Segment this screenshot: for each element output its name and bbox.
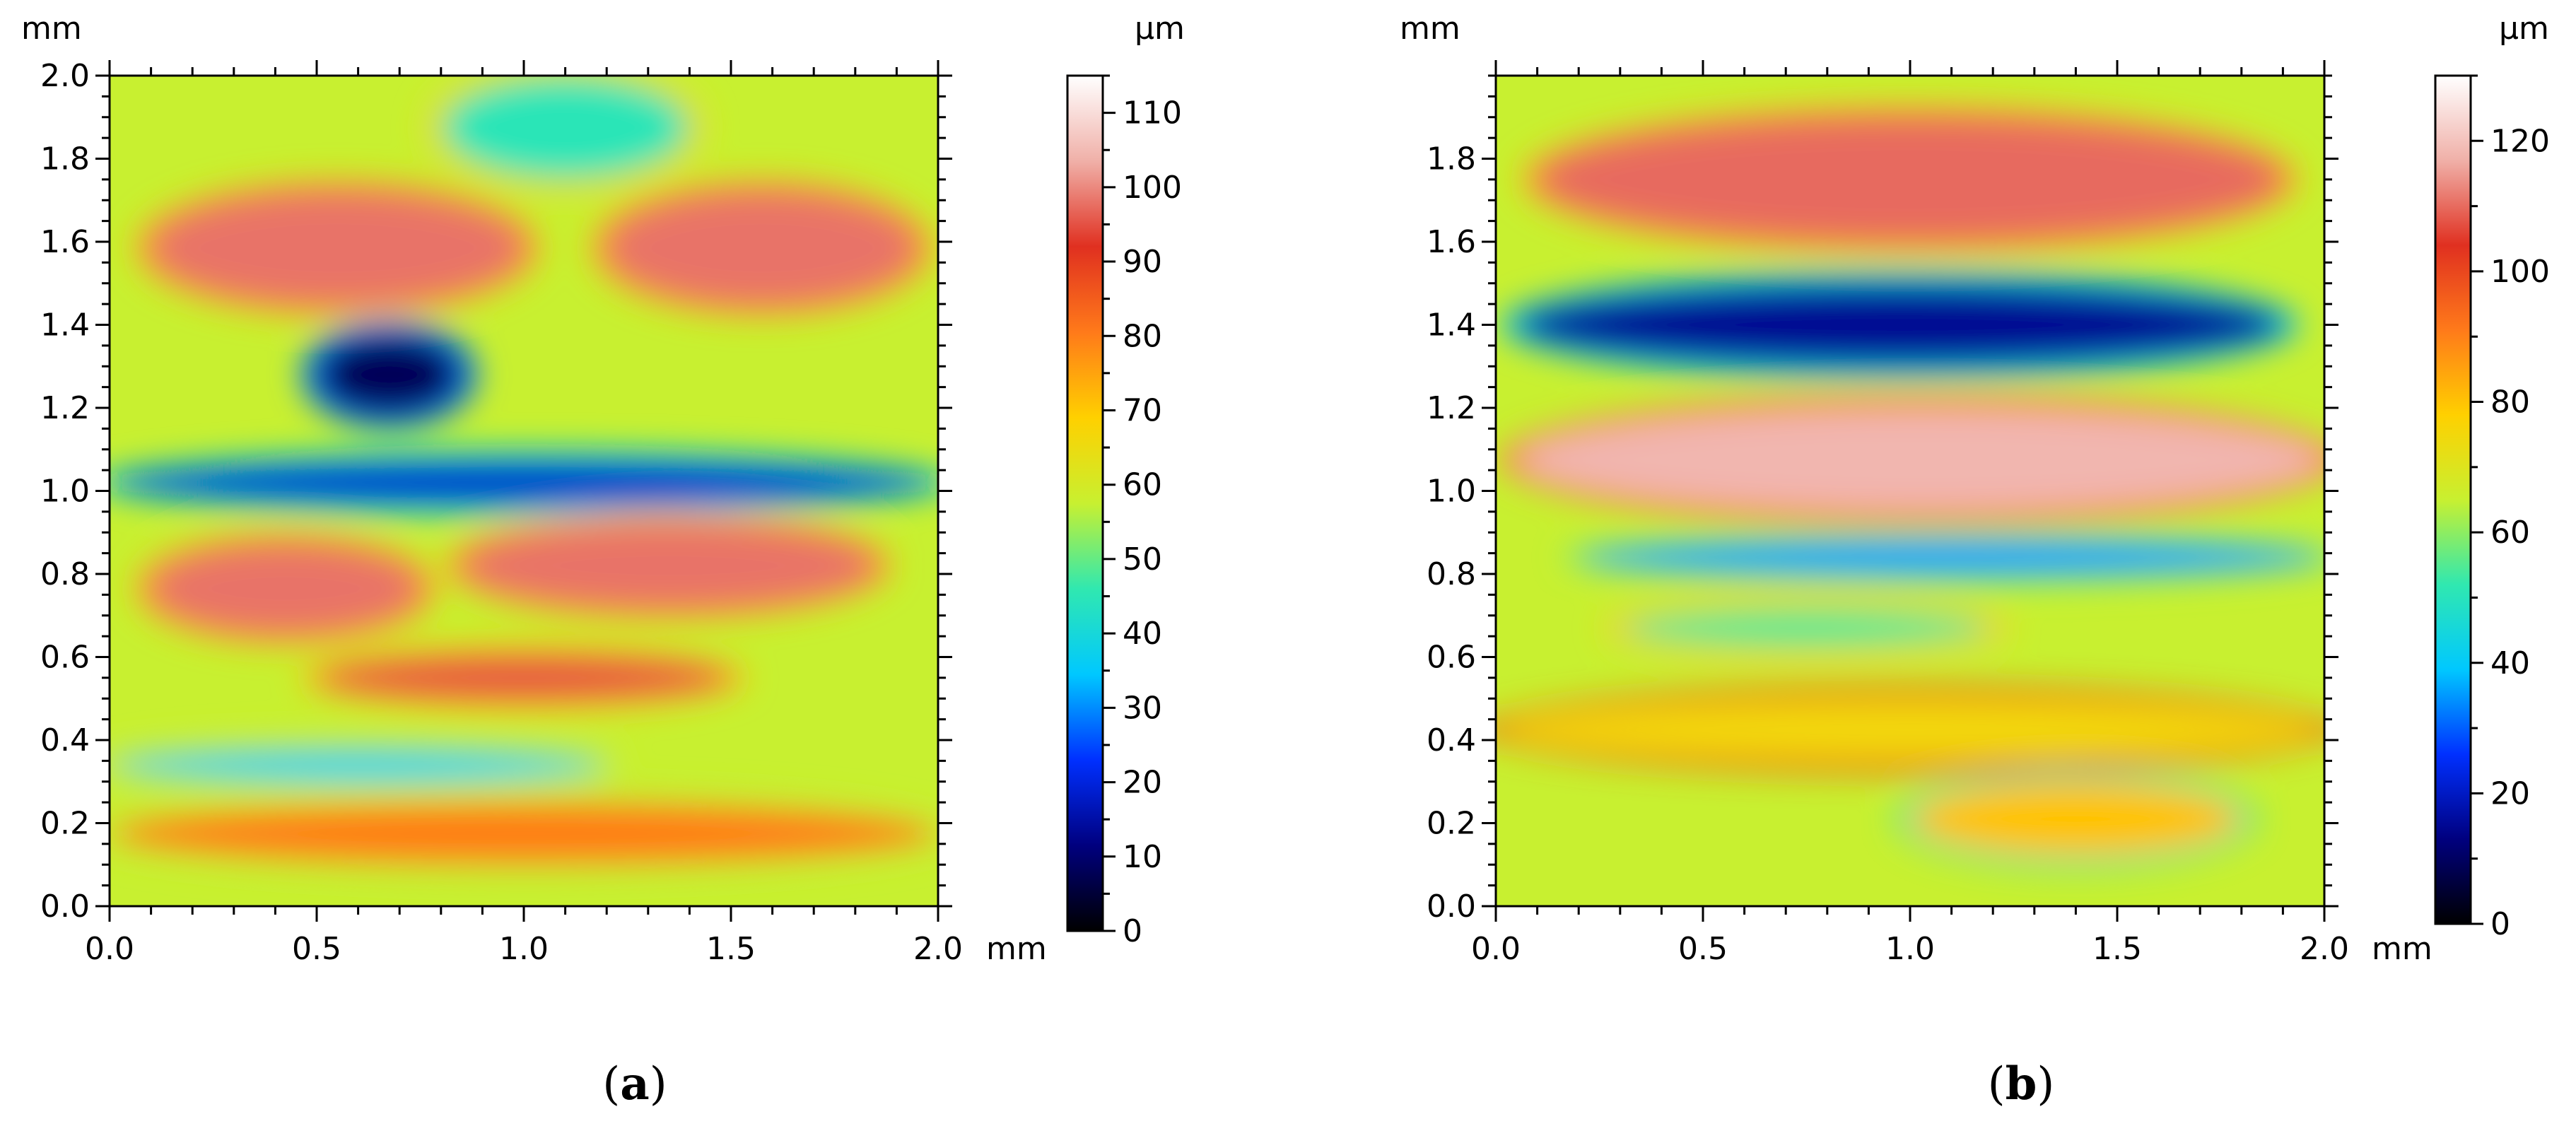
y-tick-label: 0.2 xyxy=(1427,806,1476,842)
colorbar-tick-label: 60 xyxy=(2490,515,2530,551)
x-tick-label: 1.0 xyxy=(1885,931,1935,967)
colorbar-tick-label: 10 xyxy=(1123,839,1162,875)
y-tick-label: 0.8 xyxy=(1427,556,1476,592)
heatmap-feature xyxy=(1620,607,1994,649)
y-tick-label: 2.0 xyxy=(40,58,90,94)
heatmap-a xyxy=(110,76,938,906)
caption-letter-a: a xyxy=(620,1057,649,1110)
colorbar-tick-label: 50 xyxy=(1123,541,1162,577)
y-tick-label: 0.4 xyxy=(1427,722,1476,758)
y-tick-label: 0.8 xyxy=(40,556,90,592)
colorbar-tick-label: 60 xyxy=(1123,467,1162,503)
panel-b: 0.0 0.5 1.0 1.5 2.0 0.0 0.2 0.4 0.6 0.8 1.0 1.2 1.4 1… xyxy=(1400,11,2550,1110)
heatmap-feature xyxy=(110,748,607,782)
heatmap-feature xyxy=(110,802,938,865)
heatmap-feature xyxy=(151,544,421,633)
colorbar-tick-label: 20 xyxy=(2490,775,2530,811)
y-tick-label: 1.2 xyxy=(1427,390,1476,426)
colorbar-tick-label: 90 xyxy=(1123,244,1162,280)
y-tick-label: 1.8 xyxy=(1427,141,1476,177)
heatmap-feature xyxy=(317,657,731,699)
y-tick-label: 0.4 xyxy=(40,722,90,758)
colorbar-tick-label: 30 xyxy=(1123,690,1162,726)
x-tick-label: 0.0 xyxy=(1471,931,1521,967)
y-tick-label: 1.8 xyxy=(40,141,90,177)
heatmap-feature xyxy=(1910,781,2242,857)
y-tick-label: 0.6 xyxy=(1427,640,1476,676)
colorbar-tick-label: 80 xyxy=(1123,318,1162,354)
y-axis-unit-b: mm xyxy=(1400,11,1460,47)
y-tick-label: 1.0 xyxy=(1427,474,1476,510)
heatmap-feature xyxy=(1516,408,2324,512)
heatmap-feature xyxy=(1537,117,2283,242)
colorbar-tick-label: 100 xyxy=(2490,254,2550,290)
heatmap-feature xyxy=(440,76,690,180)
x-tick-label: 0.0 xyxy=(85,931,134,967)
heatmap-feature xyxy=(462,524,877,607)
colorbar-tick-label: 20 xyxy=(1123,765,1162,801)
heatmap-b xyxy=(1496,76,2324,906)
y-tick-label: 1.2 xyxy=(40,390,90,426)
heatmap-feature xyxy=(607,192,918,305)
colorbar-tick-label: 110 xyxy=(1123,95,1182,131)
panel-a: 0.0 0.5 1.0 1.5 2.0 0.0 0.2 0.4 0.6 0.8 1.0 1.2 1.4 1… xyxy=(21,11,1185,1110)
x-tick-label: 1.5 xyxy=(2092,931,2142,967)
colorbar-tick-label: 40 xyxy=(1123,616,1162,652)
heatmap-feature xyxy=(151,192,524,305)
colorbar-a xyxy=(1066,74,1104,932)
x-tick-label: 2.0 xyxy=(2300,931,2349,967)
caption-b: (b) xyxy=(1988,1057,2055,1110)
heatmap-feature xyxy=(317,333,462,416)
y-tick-label: 0.0 xyxy=(40,889,90,925)
caption-letter-b: b xyxy=(2006,1057,2037,1110)
y-axis-unit-a: mm xyxy=(21,11,82,47)
x-tick-label: 0.5 xyxy=(1678,931,1728,967)
heatmap-feature xyxy=(110,462,938,504)
x-tick-label: 2.0 xyxy=(913,931,963,967)
x-tick-label: 0.5 xyxy=(292,931,341,967)
y-tick-label: 1.0 xyxy=(40,474,90,510)
x-axis-unit-a: mm xyxy=(986,931,1047,967)
heatmap-feature xyxy=(1496,698,2324,761)
x-tick-label: 1.5 xyxy=(706,931,756,967)
y-tick-label: 0.0 xyxy=(1427,889,1476,925)
heatmap-feature xyxy=(1516,283,2283,367)
colorbar-tick-label: 120 xyxy=(2490,123,2550,159)
colorbar-b xyxy=(2434,74,2472,925)
y-tick-label: 1.4 xyxy=(1427,307,1476,344)
y-tick-label: 1.6 xyxy=(1427,224,1476,260)
colorbar-unit-a: µm xyxy=(1135,11,1185,47)
caption-a: (a) xyxy=(602,1057,667,1110)
colorbar-tick-label: 0 xyxy=(2490,906,2510,942)
colorbar-tick-label: 0 xyxy=(1123,913,1142,949)
y-tick-label: 0.2 xyxy=(40,806,90,842)
colorbar-tick-label: 80 xyxy=(2490,385,2530,421)
y-tick-label: 0.6 xyxy=(40,640,90,676)
x-tick-label: 1.0 xyxy=(499,931,549,967)
x-axis-unit-b: mm xyxy=(2372,931,2432,967)
y-tick-label: 1.6 xyxy=(40,224,90,260)
colorbar-tick-label: 40 xyxy=(2490,645,2530,681)
colorbar-unit-b: µm xyxy=(2499,11,2549,47)
y-tick-label: 1.4 xyxy=(40,307,90,344)
heatmap-feature xyxy=(1579,541,2324,574)
colorbar-tick-label: 100 xyxy=(1123,170,1182,206)
colorbar-tick-label: 70 xyxy=(1123,392,1162,428)
